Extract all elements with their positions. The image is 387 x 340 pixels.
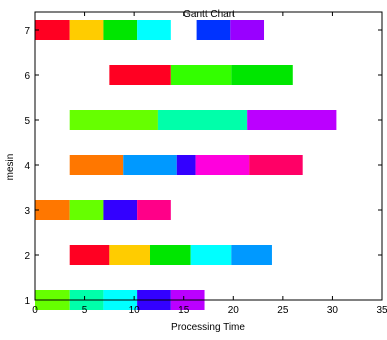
y-tick-label-2: 2	[24, 251, 30, 262]
gantt-bar-m3-s3	[103, 200, 138, 220]
gantt-bar-m6-s2	[170, 65, 232, 85]
gantt-bar-m4-s4	[195, 155, 250, 175]
y-tick-label-5: 5	[24, 116, 30, 127]
x-tick-label-20: 20	[228, 305, 240, 316]
gantt-bar-m4-s1	[69, 155, 124, 175]
x-tick-label-5: 5	[82, 305, 88, 316]
gantt-bar-m7-s3	[103, 20, 138, 40]
gantt-bar-m7-s6	[230, 20, 265, 40]
y-tick-label-1: 1	[24, 296, 30, 307]
gantt-bar-m3-s1	[35, 200, 70, 220]
x-tick-label-15: 15	[178, 305, 190, 316]
y-tick-label-3: 3	[24, 206, 30, 217]
gantt-bar-m7-s5	[196, 20, 231, 40]
x-tick-label-0: 0	[32, 305, 38, 316]
x-tick-label-10: 10	[129, 305, 141, 316]
gantt-bar-m5-s2	[157, 110, 248, 130]
gantt-bar-m2-s3	[150, 245, 191, 265]
chart-title: Gantt Chart	[183, 9, 235, 20]
x-axis: 0 5 10 15 20 25 30 35	[32, 12, 387, 316]
gantt-bar-m6-s1	[109, 65, 171, 85]
bars-layer	[35, 20, 337, 310]
gantt-bar-m2-s5	[231, 245, 272, 265]
x-axis-title: Processing Time	[171, 322, 245, 333]
gantt-bar-m2-s1	[69, 245, 110, 265]
y-tick-label-6: 6	[24, 71, 30, 82]
y-axis: 1 2 3 4 5 6 7	[24, 26, 382, 307]
plot-frame	[34, 11, 383, 301]
gantt-bar-m7-s1	[35, 20, 70, 40]
gantt-bar-m3-s4	[137, 200, 171, 220]
gantt-bar-m7-s2	[69, 20, 104, 40]
gantt-bar-m2-s4	[190, 245, 232, 265]
gantt-bar-m4-s2	[123, 155, 177, 175]
gantt-bar-m3-s2	[69, 200, 104, 220]
x-tick-label-25: 25	[277, 305, 289, 316]
gantt-bar-m5-s3	[247, 110, 337, 130]
gantt-bar-m7-s4	[137, 20, 171, 40]
gantt-bar-m4-s3	[176, 155, 196, 175]
y-tick-label-4: 4	[24, 161, 30, 172]
gantt-bar-m5-s1	[69, 110, 158, 130]
gantt-bar-m4-s5	[249, 155, 303, 175]
gantt-bar-m6-s3	[231, 65, 293, 85]
gantt-bar-m2-s2	[109, 245, 151, 265]
y-axis-title: mesin	[5, 154, 16, 181]
y-tick-label-7: 7	[24, 26, 30, 37]
x-tick-label-30: 30	[327, 305, 339, 316]
x-tick-label-35: 35	[376, 305, 387, 316]
